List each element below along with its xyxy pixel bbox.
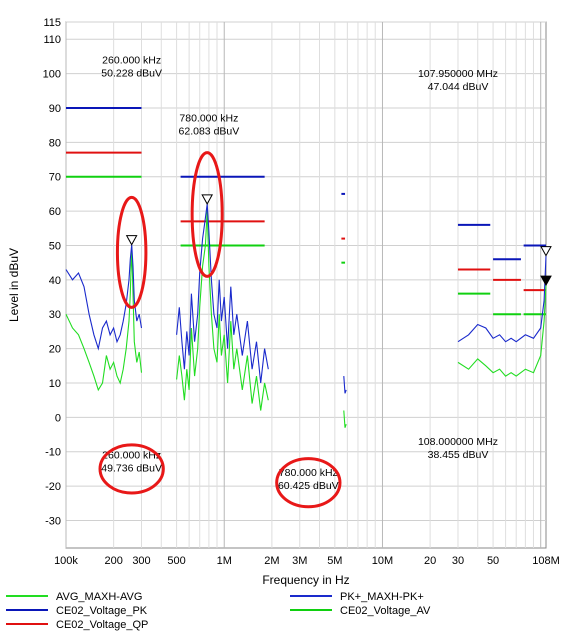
peak-markers <box>125 194 552 287</box>
trace-line <box>65 244 143 351</box>
annotation-level: 49.736 dBuV <box>101 463 162 475</box>
annotation-frequency: 108.000000 MHz <box>418 436 498 448</box>
y-tick-label: -30 <box>45 515 61 527</box>
legend-label: CE02_Voltage_AV <box>340 605 431 617</box>
highlight-ellipse <box>190 151 224 278</box>
y-axis-title: Level in dBuV <box>7 248 21 322</box>
y-tick-label: 70 <box>49 172 61 184</box>
annotation-level: 38.455 dBuV <box>428 449 489 461</box>
trace-line <box>65 246 143 392</box>
annotation-frequency: 260.000 kHz <box>102 450 161 462</box>
y-tick-label: 10 <box>49 378 61 390</box>
y-tick-label: 90 <box>49 103 61 115</box>
marker-triangle <box>125 235 138 246</box>
x-tick-label: 108M <box>532 555 560 567</box>
plot-frame <box>65 21 547 549</box>
legend-label: CE02_Voltage_PK <box>56 605 148 617</box>
trace-line <box>343 376 347 394</box>
y-tick-label: 50 <box>49 240 61 252</box>
y-tick-label: 110 <box>43 34 61 46</box>
y-tick-label: 0 <box>55 412 61 424</box>
annotation-level: 62.083 dBuV <box>179 126 240 138</box>
y-tick-label: 30 <box>49 309 61 321</box>
y-tick-label: -20 <box>45 481 61 493</box>
x-tick-label: 3M <box>292 555 307 567</box>
x-tick-label: 20 <box>424 555 436 567</box>
annotation-level: 47.044 dBuV <box>428 81 489 93</box>
annotation-frequency: 780.000 kHz <box>279 467 338 479</box>
highlight-ellipse <box>115 195 148 309</box>
y-tick-label: 40 <box>49 275 61 287</box>
y-tick-label: 115 <box>43 17 61 29</box>
x-axis-title: Frequency in Hz <box>262 573 349 587</box>
x-tick-label: 30 <box>452 555 464 567</box>
x-tick-label: 300 <box>132 555 150 567</box>
legend: AVG_MAXH-AVG PK+_MAXH-PK+ CE02_Voltage_PK C… <box>6 591 431 631</box>
x-tick-label: 2M <box>264 555 279 567</box>
trace-line <box>457 255 547 343</box>
annotation-frequency: 260.000 kHz <box>102 54 161 66</box>
y-tick-label: 20 <box>49 344 61 356</box>
legend-label: AVG_MAXH-AVG <box>56 591 142 603</box>
x-tick-label: 100k <box>54 555 78 567</box>
y-tick-label: -10 <box>45 447 61 459</box>
annotation-level: 60.425 dBuV <box>278 480 339 492</box>
y-tick-label: 80 <box>49 137 61 149</box>
marker-triangle <box>540 246 552 257</box>
annotation-level: 50.228 dBuV <box>101 67 162 79</box>
highlight-ellipses <box>98 151 342 509</box>
trace-line <box>457 284 547 377</box>
highlight-ellipse <box>275 457 342 509</box>
y-tick-label: 60 <box>49 206 61 218</box>
x-tick-label: 50 <box>487 555 499 567</box>
grid-lines <box>65 21 546 548</box>
x-tick-label: 5M <box>327 555 342 567</box>
y-tick-label: 100 <box>43 69 61 81</box>
trace-line <box>176 203 269 384</box>
x-tick-label: 1M <box>217 555 232 567</box>
annotation-frequency: 107.950000 MHz <box>418 68 498 80</box>
highlight-ellipse <box>98 443 165 495</box>
trace-line <box>343 410 347 428</box>
x-tick-label: 10M <box>372 555 393 567</box>
legend-label: PK+_MAXH-PK+ <box>340 591 424 603</box>
annotation-frequency: 780.000 kHz <box>179 113 238 125</box>
measurement-traces <box>65 203 547 428</box>
legend-label: CE02_Voltage_QP <box>56 619 148 631</box>
x-tick-label: 500 <box>167 555 185 567</box>
trace-line <box>176 209 269 411</box>
x-axis-ticks: 100k 200 300 500 1M 2M 3M 5M 10M 20 30 50 108M <box>54 555 560 567</box>
marker-triangle <box>540 275 552 287</box>
marker-triangle <box>201 194 214 205</box>
x-tick-label: 200 <box>104 555 122 567</box>
